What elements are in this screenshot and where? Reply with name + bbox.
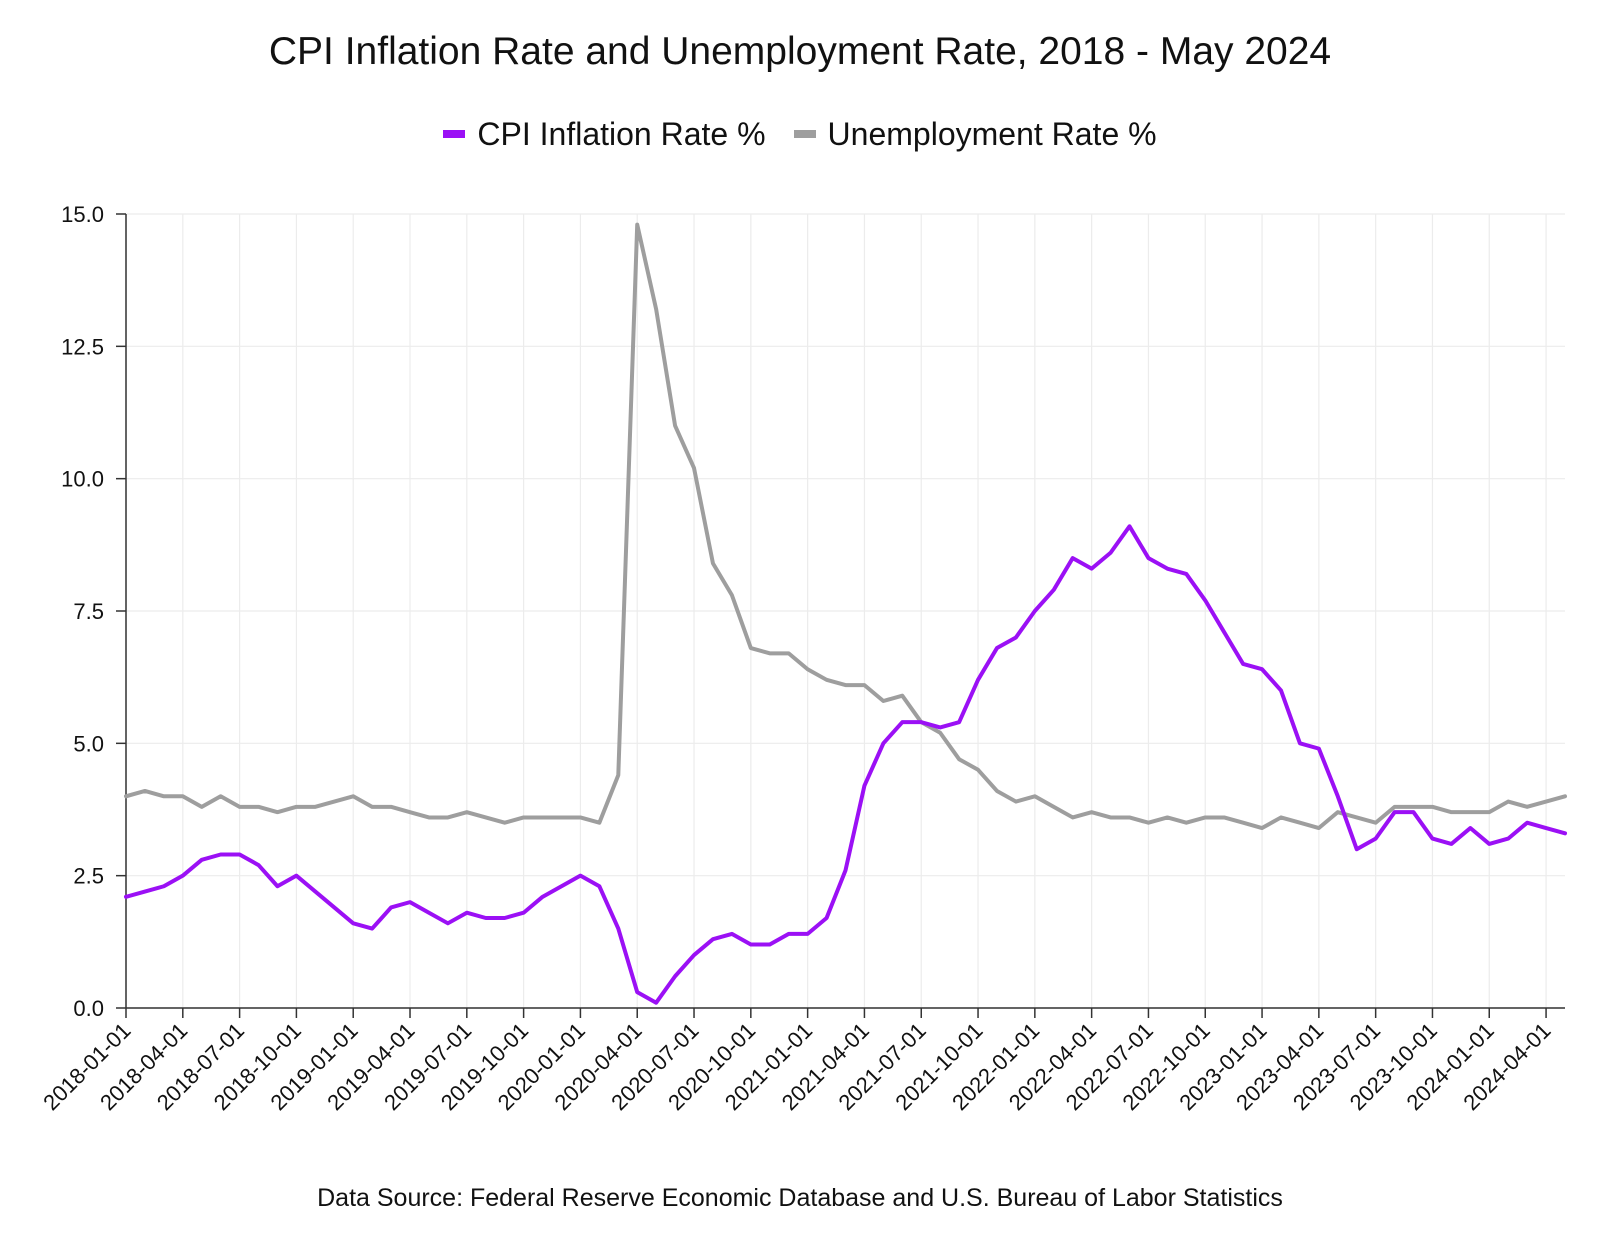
legend: CPI Inflation Rate % Unemployment Rate % [0, 114, 1600, 154]
y-tick-label: 7.5 [73, 599, 104, 624]
y-tick-label: 2.5 [73, 864, 104, 889]
legend-item-unemployment[interactable]: Unemployment Rate % [793, 114, 1157, 154]
series-line-cpi [124, 524, 1567, 1005]
y-tick-label: 5.0 [73, 731, 104, 756]
y-tick-label: 10.0 [61, 467, 104, 492]
legend-item-cpi[interactable]: CPI Inflation Rate % [443, 114, 766, 154]
gridlines [125, 213, 1565, 1009]
legend-swatch-cpi [443, 130, 466, 138]
x-axis-ticks: 2018-01-012018-04-012018-07-012018-10-01… [38, 1008, 1556, 1115]
series-lines [124, 222, 1567, 1005]
legend-swatch-unemployment [793, 130, 816, 138]
chart-title: CPI Inflation Rate and Unemployment Rate… [268, 30, 1332, 73]
y-tick-label: 15.0 [61, 202, 104, 227]
legend-label-cpi: CPI Inflation Rate % [477, 116, 766, 152]
legend-label-unemployment: Unemployment Rate % [827, 116, 1157, 152]
data-source-note: Data Source: Federal Reserve Economic Da… [317, 1184, 1283, 1212]
y-tick-label: 12.5 [61, 334, 104, 359]
y-axis-ticks: 0.0 2.5 5.0 7.5 10.0 12.5 15.0 [61, 202, 126, 1021]
series-line-unemployment [124, 222, 1567, 831]
y-tick-label: 0.0 [73, 996, 104, 1021]
